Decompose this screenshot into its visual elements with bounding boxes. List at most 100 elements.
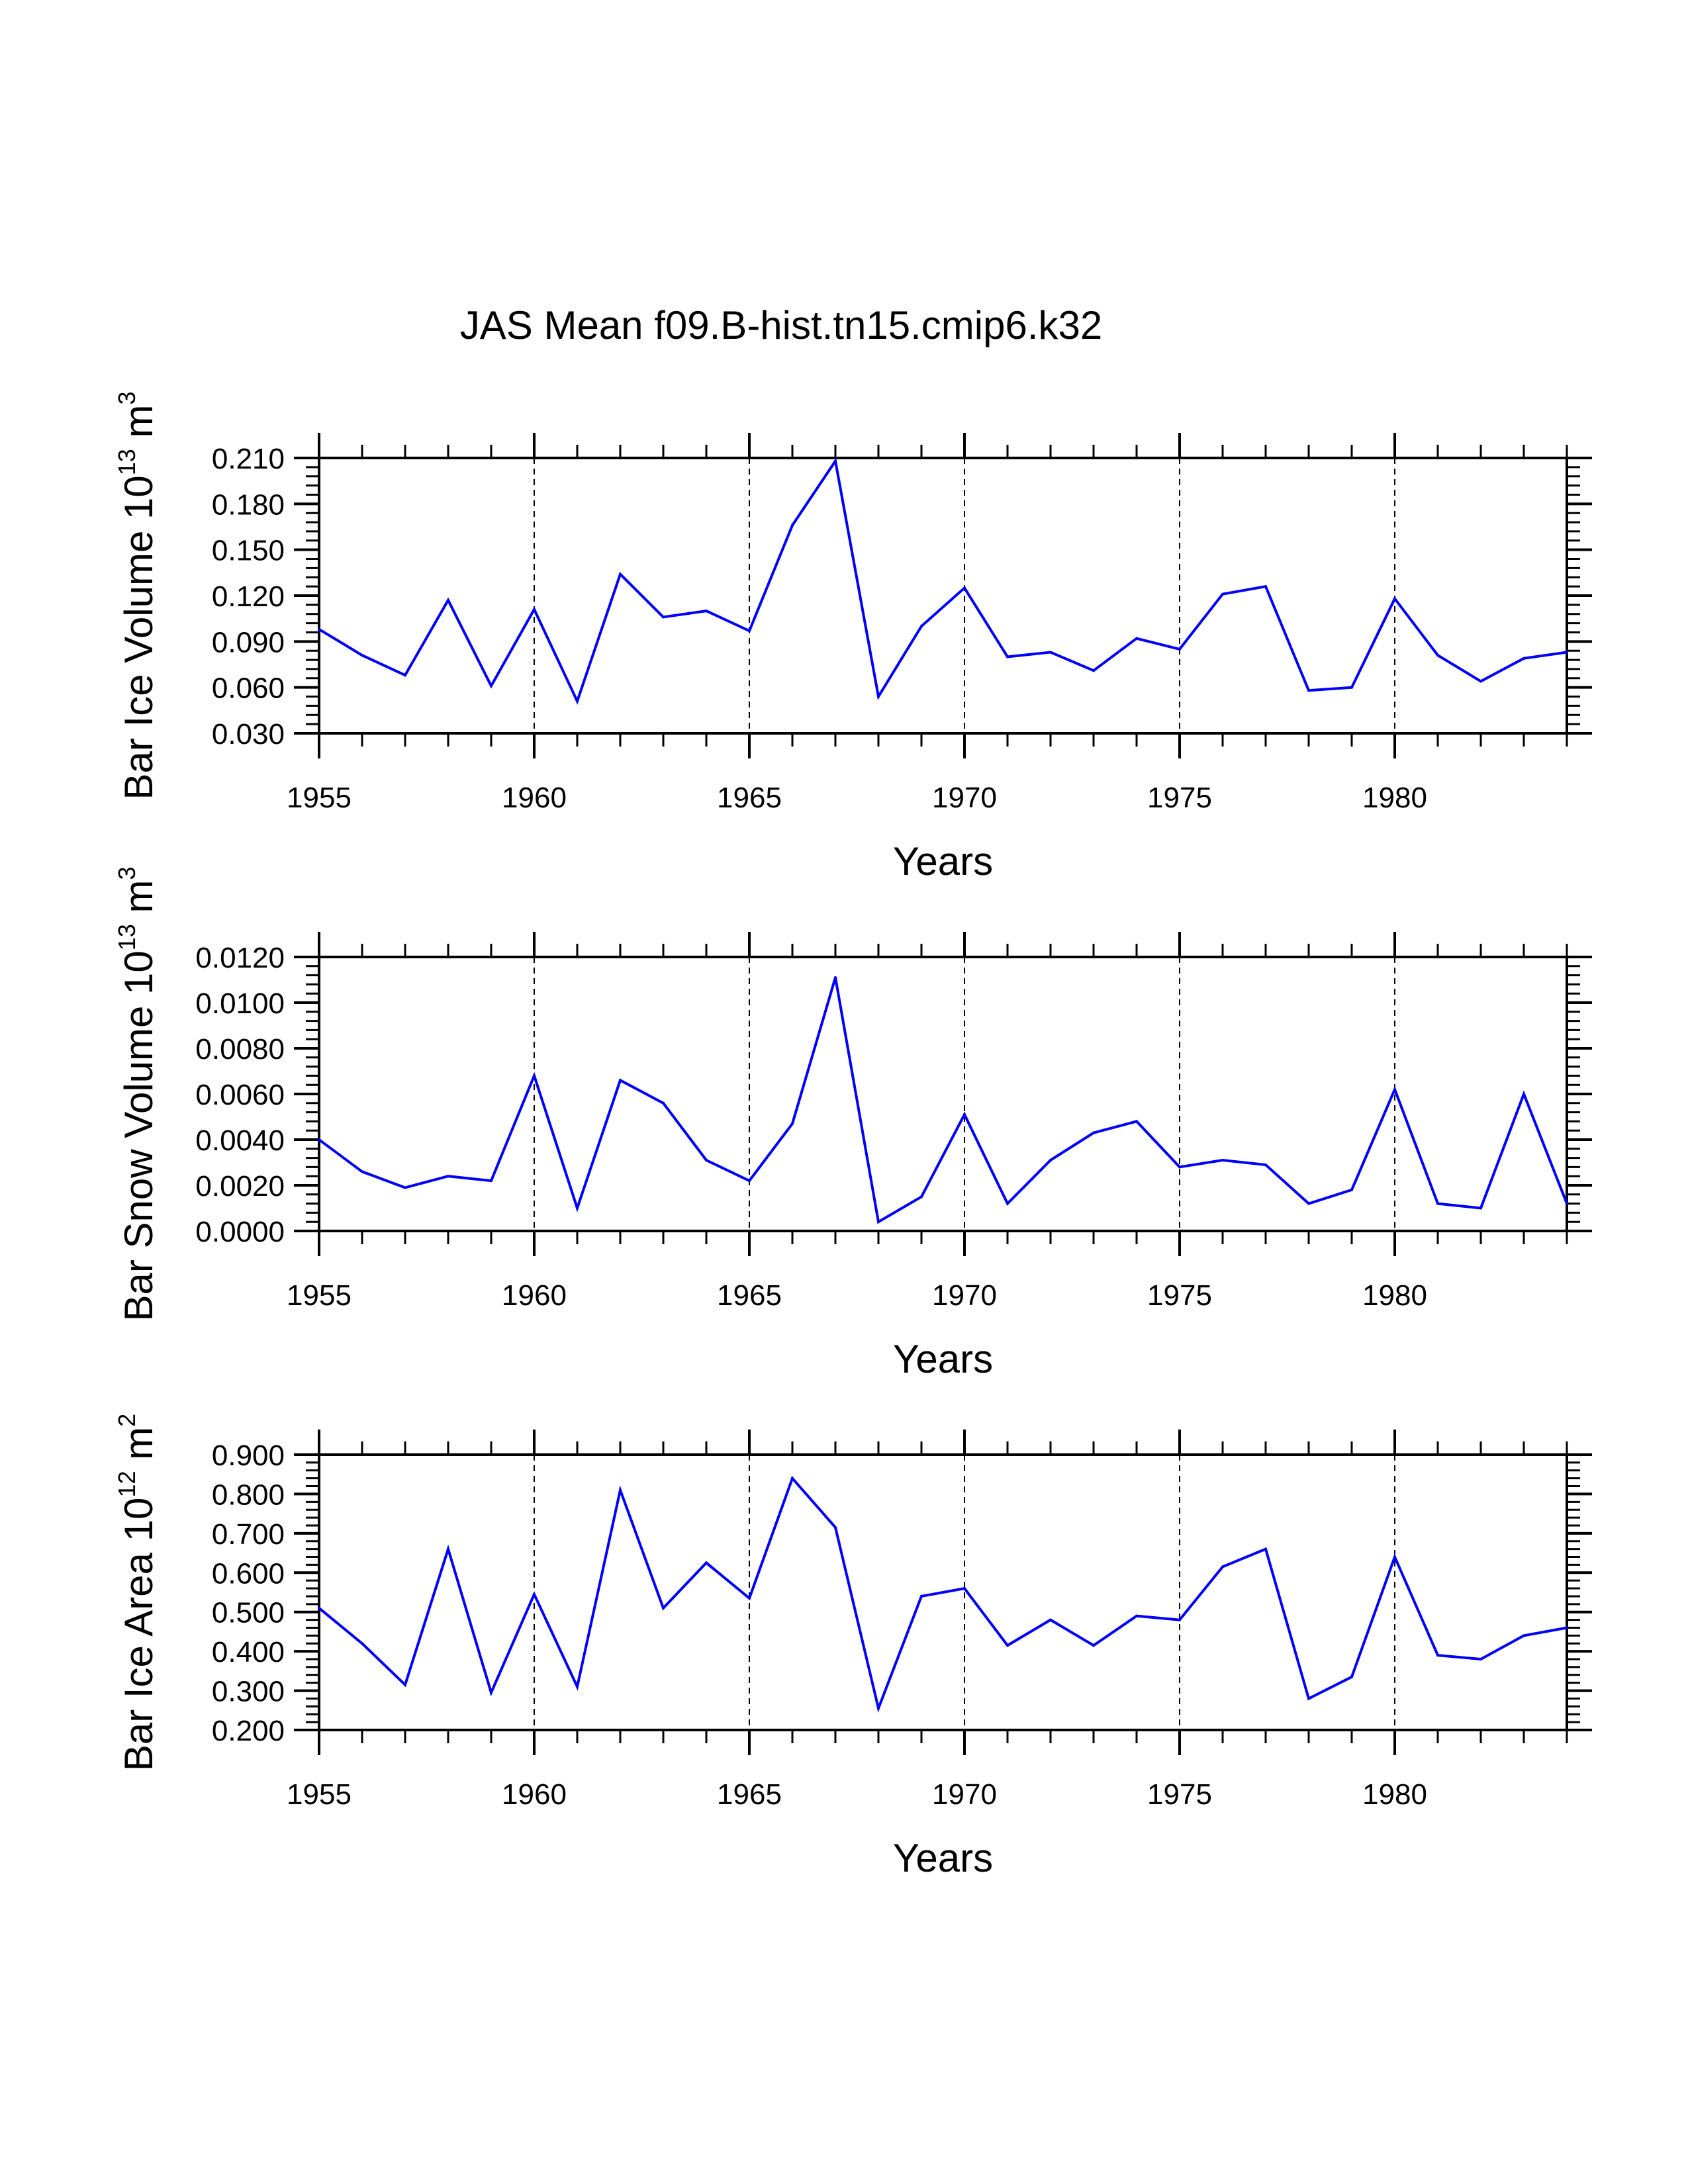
data-point (1178, 1618, 1181, 1621)
data-point (1393, 1555, 1396, 1559)
data-point (877, 1707, 880, 1710)
data-point (662, 615, 665, 619)
x-tick-label: 1970 (932, 1778, 997, 1811)
y-axis-label-unit-exponent: 3 (113, 866, 140, 880)
x-axis-label: Years (893, 1836, 993, 1880)
x-tick-label: 1975 (1147, 1778, 1212, 1811)
data-point (361, 1642, 363, 1645)
data-point (619, 572, 622, 576)
data-point (533, 1074, 536, 1077)
data-point (1566, 651, 1568, 654)
data-point (877, 695, 880, 698)
y-tick-label: 0.0120 (195, 942, 285, 974)
data-point (963, 1113, 966, 1116)
data-point (748, 1596, 751, 1600)
data-point (748, 1179, 751, 1183)
series-line (318, 977, 1568, 1224)
y-tick-label: 0.060 (212, 672, 285, 705)
data-point (1092, 669, 1095, 672)
data-point (1307, 689, 1310, 692)
data-point (920, 625, 923, 628)
data-point (447, 598, 449, 602)
x-tick-label: 1980 (1362, 1279, 1427, 1312)
data-point (1436, 654, 1439, 657)
panel-3: 0.200 0.300 0.400 0.500 0.600 0.700 0.800 0.900… (113, 1414, 1592, 1880)
data-point (705, 1159, 708, 1162)
data-point (1049, 1618, 1052, 1621)
data-point (1479, 680, 1482, 683)
data-point (1566, 1626, 1568, 1629)
x-axis-label: Years (893, 1337, 993, 1381)
plot-frame (318, 956, 1568, 1232)
data-point (1221, 592, 1224, 596)
data-point (1221, 1565, 1224, 1569)
data-point (533, 1592, 536, 1596)
x-tick-label: 1955 (287, 1279, 352, 1312)
x-tick-label: 1955 (287, 1778, 352, 1811)
data-point (1307, 1202, 1310, 1205)
x-tick-label: 1970 (932, 782, 997, 814)
data-point (834, 976, 837, 979)
data-point (361, 1170, 363, 1173)
data-point (404, 1186, 406, 1189)
data-point (447, 1175, 449, 1178)
data-point (318, 1138, 320, 1141)
y-tick-label: 0.150 (212, 535, 285, 567)
y-axis-label-exponent: 12 (113, 1471, 140, 1498)
data-point (1049, 1159, 1052, 1162)
panel-1: 0.030 0.060 0.090 0.120 0.150 0.180 0.210 1955 1… (113, 391, 1592, 884)
data-point (963, 586, 966, 590)
data-point (361, 654, 363, 657)
x-tick-label: 1975 (1147, 782, 1212, 814)
y-axis-label-unit: m (117, 880, 161, 924)
series-line (318, 1475, 1568, 1713)
data-point (404, 674, 406, 677)
data-point (1436, 1654, 1439, 1657)
data-point (1135, 1120, 1138, 1123)
data-point (619, 1079, 622, 1082)
data-point (1264, 585, 1267, 588)
data-point (318, 627, 320, 631)
data-point (1479, 1658, 1482, 1661)
y-axis-label: Bar Snow Volume 1013 m3 (113, 866, 161, 1321)
data-point (1479, 1206, 1482, 1210)
y-axis-label: Bar Ice Volume 1013 m3 (113, 391, 161, 799)
data-point (791, 1122, 794, 1125)
data-point (1523, 657, 1525, 660)
data-point (1092, 1131, 1095, 1134)
data-point (490, 1179, 492, 1183)
data-point (1436, 1202, 1439, 1205)
data-point (1523, 1634, 1525, 1637)
data-point (1135, 1614, 1138, 1617)
y-tick-label: 0.800 (212, 1479, 285, 1511)
plot-frame (318, 1453, 1568, 1731)
y-tick-label: 0.700 (212, 1518, 285, 1551)
data-point (662, 1606, 665, 1610)
y-tick-label: 0.0020 (195, 1170, 285, 1203)
data-point (1178, 1165, 1181, 1169)
data-point (662, 1101, 665, 1105)
y-tick-label: 0.0080 (195, 1033, 285, 1066)
x-tick-label: 1965 (717, 1778, 782, 1811)
data-point (490, 1691, 492, 1694)
data-point (576, 1206, 579, 1210)
y-tick-label: 0.0100 (195, 987, 285, 1020)
y-tick-label: 0.0040 (195, 1124, 285, 1157)
panel-2: 0.0000 0.0020 0.0040 0.0060 0.0080 0.0100 0.01… (113, 866, 1592, 1381)
y-axis-label-unit-exponent: 3 (113, 391, 140, 404)
data-point (404, 1683, 406, 1686)
y-axis-label-unit: m (117, 405, 161, 449)
x-tick-label: 1965 (717, 782, 782, 814)
data-point (1006, 655, 1009, 659)
data-point (1092, 1644, 1095, 1647)
data-point (1221, 1159, 1224, 1162)
y-tick-label: 0.210 (212, 443, 285, 475)
x-tick-label: 1965 (717, 1279, 782, 1312)
y-axis-label-text: Bar Ice Area 10 (117, 1498, 161, 1772)
y-axis-label-text: Bar Snow Volume 10 (117, 950, 161, 1321)
data-point (1006, 1202, 1009, 1205)
x-tick-label: 1980 (1362, 1778, 1427, 1811)
data-point (1135, 637, 1138, 640)
series-line (318, 457, 1568, 705)
plot-frame (318, 457, 1568, 735)
